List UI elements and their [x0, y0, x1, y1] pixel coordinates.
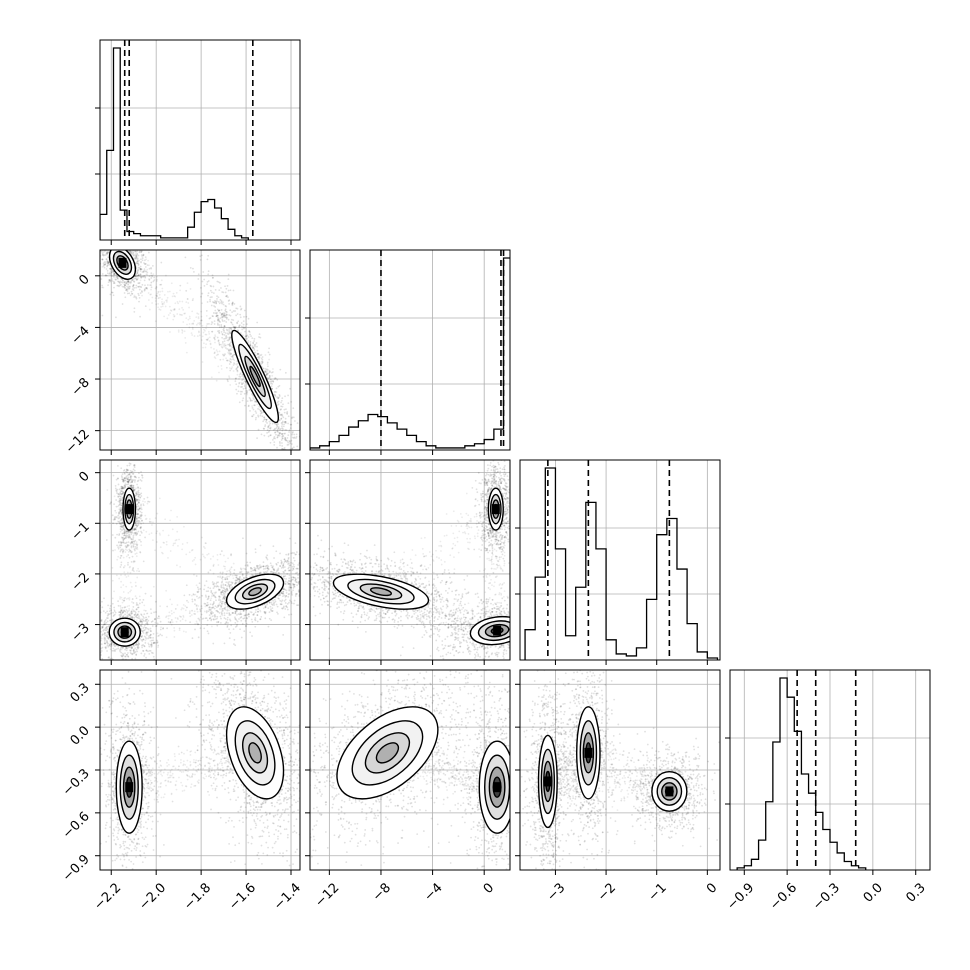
scatter-panel-4-3-xtick-label-0: −3: [544, 880, 568, 904]
scatter-panel-3-1-ytick-label-2: −1: [69, 520, 93, 544]
scatter-panel-4-2-peak-0: [493, 782, 502, 793]
scatter-panel-3-1-density: [100, 460, 300, 660]
scatter-panel-4-2-xtick-label-2: −4: [421, 880, 445, 904]
hist-panel-3-frame: [519, 459, 721, 661]
scatter-panel-2-1: −12 −8 −4 0: [63, 249, 301, 457]
scatter-panel-4-2-contour-1-3: [375, 742, 400, 764]
scatter-panel-3-2-frame: [309, 459, 511, 661]
hist-panel-4-histogram: [736, 677, 867, 870]
scatter-panel-4-3-density: [520, 670, 720, 870]
hist-panel-2: [305, 249, 511, 455]
scatter-panel-4-1-ytick-label-2: −0.3: [60, 766, 93, 799]
scatter-panel-3-2-contour-2-3: [369, 587, 392, 597]
scatter-panel-4-3-xtick-label-3: 0: [704, 880, 720, 896]
scatter-panel-2-1-ytick-label-0: −12: [63, 427, 93, 457]
scatter-panel-2-1-ytick-label-3: 0: [76, 272, 92, 288]
scatter-panel-2-1-frame: [99, 249, 301, 451]
scatter-panel-3-2-samples: [310, 460, 510, 660]
scatter-panel-2-1-ytick-label-2: −4: [69, 324, 93, 348]
scatter-panel-4-1-xtick-label-4: −1.4: [271, 880, 304, 913]
scatter-panel-4-1-xtick-label-0: −2.2: [91, 880, 124, 913]
scatter-panel-4-2: −12 −8 −4 0: [305, 669, 511, 910]
scatter-panel-3-1-frame: [99, 459, 301, 661]
scatter-panel-3-1-ytick-label-0: −3: [69, 621, 93, 645]
scatter-panel-4-1-ytick-label-1: −0.6: [60, 809, 93, 842]
scatter-panel-4-3-xtick-label-2: −1: [646, 880, 670, 904]
scatter-panel-4-2-xtick-label-1: −8: [370, 880, 394, 904]
scatter-panel-3-1-peak-0: [125, 504, 134, 515]
hist-panel-1: [95, 39, 301, 245]
hist-panel-2-frame: [309, 249, 511, 451]
hist-panel-4-xtick-label-3: 0.0: [861, 880, 886, 905]
scatter-panel-2-1-contour-1-3: [249, 365, 261, 388]
hist-panel-3: [515, 459, 721, 665]
scatter-panel-3-1-ytick-label-3: 0: [76, 469, 92, 485]
scatter-panel-3-1-contour-2-3: [248, 587, 262, 597]
scatter-panel-3-2-density: [310, 460, 510, 660]
hist-panel-4-xtick-label-1: −0.6: [767, 880, 800, 913]
scatter-panel-4-2-xtick-label-0: −12: [312, 880, 342, 910]
scatter-panel-4-1-ytick-label-3: 0.0: [68, 723, 93, 748]
scatter-panel-4-1-xtick-label-2: −1.8: [181, 880, 214, 913]
scatter-panel-3-2-peak-0: [491, 504, 500, 515]
scatter-panel-4-1-contour-1-3: [248, 742, 262, 764]
scatter-panel-4-3: −3 −2 −1 0: [515, 669, 721, 905]
scatter-panel-3-1: −3 −2 −1 0: [69, 459, 301, 665]
scatter-panel-4-3-xtick-label-1: −2: [595, 880, 619, 904]
scatter-panel-4-3-peak-0: [543, 776, 552, 787]
scatter-panel-4-1-peak-0: [125, 782, 134, 793]
hist-panel-4-xtick-label-4: 0.3: [904, 880, 929, 905]
scatter-panel-4-2-density: [310, 670, 510, 870]
scatter-panel-3-2: [305, 459, 511, 665]
hist-panel-2-histogram: [310, 257, 510, 450]
scatter-panel-4-1-xtick-label-3: −1.6: [226, 880, 259, 913]
hist-panel-4: −0.9 −0.6 −0.3 0.0 0.3: [724, 669, 931, 913]
scatter-panel-4-3-peak-2: [665, 786, 674, 797]
scatter-panel-4-1-ytick-label-0: −0.9: [60, 852, 93, 885]
scatter-panel-4-1-xtick-label-1: −2.0: [136, 880, 169, 913]
scatter-panel-2-1-density: [100, 250, 300, 450]
scatter-panel-4-2-xtick-label-3: 0: [481, 880, 497, 896]
scatter-panel-4-1-ytick-label-4: 0.3: [68, 681, 93, 706]
hist-panel-4-xtick-label-2: −0.3: [810, 880, 843, 913]
scatter-panel-3-1-peak-1: [120, 627, 129, 638]
scatter-panel-2-1-peak-0: [118, 257, 127, 268]
scatter-panel-3-1-ytick-label-1: −2: [69, 570, 93, 594]
hist-panel-3-histogram: [524, 467, 719, 660]
scatter-panel-4-1-density: [100, 670, 300, 870]
hist-panel-1-frame: [99, 39, 301, 241]
hist-panel-1-histogram: [100, 47, 249, 240]
scatter-panel-3-1-samples: [100, 460, 300, 660]
scatter-panel-2-1-ytick-label-1: −8: [69, 375, 93, 399]
scatter-panel-3-2-peak-1: [493, 625, 502, 636]
hist-panel-4-xtick-label-0: −0.9: [724, 880, 757, 913]
scatter-panel-4-3-peak-1: [584, 747, 593, 758]
